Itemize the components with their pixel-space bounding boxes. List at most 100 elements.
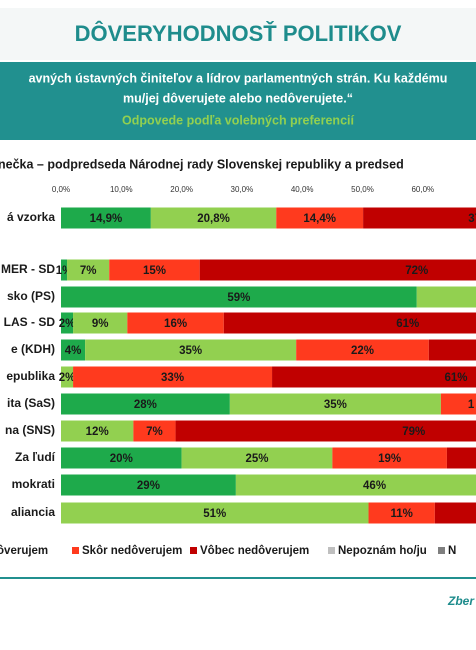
- bar-segment: [434, 502, 476, 524]
- bar-segment: [61, 207, 151, 229]
- bar-segment: [446, 447, 476, 469]
- bar-segment: [181, 447, 333, 469]
- bar-segment: [175, 420, 476, 442]
- bar-segment: [133, 420, 176, 442]
- bar-segment: [61, 502, 369, 524]
- data-label: 12%: [86, 426, 109, 438]
- bar-segment: [296, 339, 429, 361]
- bar-segment: [61, 393, 230, 415]
- category-label: na (SNS): [5, 423, 55, 437]
- bar-segment: [428, 339, 476, 361]
- data-label: 33%: [161, 372, 184, 384]
- bar-segment: [199, 259, 476, 281]
- bar-segment: [276, 207, 364, 229]
- x-tick-label: 10,0%: [110, 185, 133, 194]
- data-label: 79%: [402, 426, 425, 438]
- legend-label: N: [448, 545, 456, 557]
- data-label: 16%: [164, 318, 187, 330]
- bar-segment: [272, 366, 476, 388]
- plot: 0,0% 10,0% 20,0% 30,0% 40,0% 50,0% 60,0% á vzor…: [0, 185, 476, 557]
- bar-segment: [235, 474, 476, 496]
- bar-segment: [61, 286, 417, 308]
- title-panel: [0, 8, 476, 60]
- data-label: 7%: [146, 426, 163, 438]
- category-label: á vzorka: [7, 210, 55, 224]
- slide-title: DÔVERYHODNOSŤ POLITIKOV: [75, 21, 402, 46]
- legend-swatch: [438, 547, 445, 554]
- data-label: 25%: [245, 453, 268, 465]
- data-label: 2%: [59, 372, 76, 384]
- data-label: 9%: [92, 318, 109, 330]
- subtitle: Odpovede podľa volebných preferencií: [122, 113, 354, 127]
- data-label: 14,9%: [90, 213, 123, 225]
- bar-segment: [61, 447, 182, 469]
- data-label: 20,8%: [197, 213, 230, 225]
- bar-segment: [150, 207, 277, 229]
- data-label: 1: [468, 399, 475, 411]
- question-band: [0, 62, 476, 140]
- bar-segment: [61, 420, 134, 442]
- data-label: 72%: [405, 265, 428, 277]
- category-label: sko (PS): [7, 289, 55, 303]
- chart-title: nečka – podpredseda Národnej rady Sloven…: [0, 157, 404, 171]
- bar-segment: [416, 286, 476, 308]
- question-line: mu/jej dôverujete alebo nedôverujete.“: [123, 91, 353, 105]
- bar-segment: [363, 207, 476, 229]
- bar-segment: [440, 393, 476, 415]
- legend-swatch: [328, 547, 335, 554]
- data-label: 51%: [203, 508, 226, 520]
- bar-segment: [127, 312, 224, 334]
- data-label: 37: [468, 213, 476, 225]
- bar-segment: [85, 339, 297, 361]
- data-label: 35%: [179, 345, 202, 357]
- data-label: 15%: [143, 265, 166, 277]
- bar-segment: [67, 259, 110, 281]
- source: Zber: [447, 594, 475, 608]
- data-label: 19%: [378, 453, 401, 465]
- data-label: 46%: [363, 480, 386, 492]
- data-label: 22%: [351, 345, 374, 357]
- bar-segment: [332, 447, 447, 469]
- category-label: Za ľudí: [15, 450, 56, 464]
- bar-segment: [61, 339, 86, 361]
- legend-label: Nepoznám ho/ju: [338, 545, 427, 557]
- data-label: 11%: [390, 508, 412, 520]
- category-label: e (KDH): [11, 342, 55, 356]
- category-label: LAS - SD: [4, 315, 56, 329]
- category-label: ita (SaS): [7, 396, 55, 410]
- bar-segment: [61, 474, 236, 496]
- data-label: 35%: [324, 399, 347, 411]
- legend-swatch: [72, 547, 79, 554]
- data-label: 4%: [65, 345, 82, 357]
- x-tick-label: 0,0%: [52, 185, 70, 194]
- data-label: 61%: [444, 372, 467, 384]
- category-label: MER - SD: [1, 262, 55, 276]
- x-tick-label: 20,0%: [170, 185, 193, 194]
- question-line: avných ústavných činiteľov a lídrov parl…: [29, 71, 448, 85]
- x-tick-label: 30,0%: [231, 185, 254, 194]
- data-label: 20%: [110, 453, 133, 465]
- legend-label: Skôr nedôverujem: [82, 545, 182, 557]
- category-label: aliancia: [11, 505, 55, 519]
- legend-swatch: [190, 547, 197, 554]
- bar-segment: [229, 393, 441, 415]
- legend-label: Vôbec nedôverujem: [200, 545, 309, 557]
- data-label: 14,4%: [303, 213, 336, 225]
- bar-segment: [223, 312, 476, 334]
- data-label: 28%: [134, 399, 157, 411]
- x-tick-label: 50,0%: [351, 185, 374, 194]
- bar-segment: [61, 312, 74, 334]
- data-label: 59%: [227, 292, 250, 304]
- x-tick-label: 40,0%: [291, 185, 314, 194]
- data-label: 2%: [59, 318, 76, 330]
- category-label: epublika: [6, 369, 55, 383]
- bar-segment: [109, 259, 200, 281]
- legend-label: dôverujem: [0, 545, 48, 557]
- data-label: 29%: [137, 480, 160, 492]
- x-tick-label: 60,0%: [411, 185, 434, 194]
- bar-segment: [73, 366, 273, 388]
- bar-segment: [61, 366, 74, 388]
- bar-segment: [368, 502, 435, 524]
